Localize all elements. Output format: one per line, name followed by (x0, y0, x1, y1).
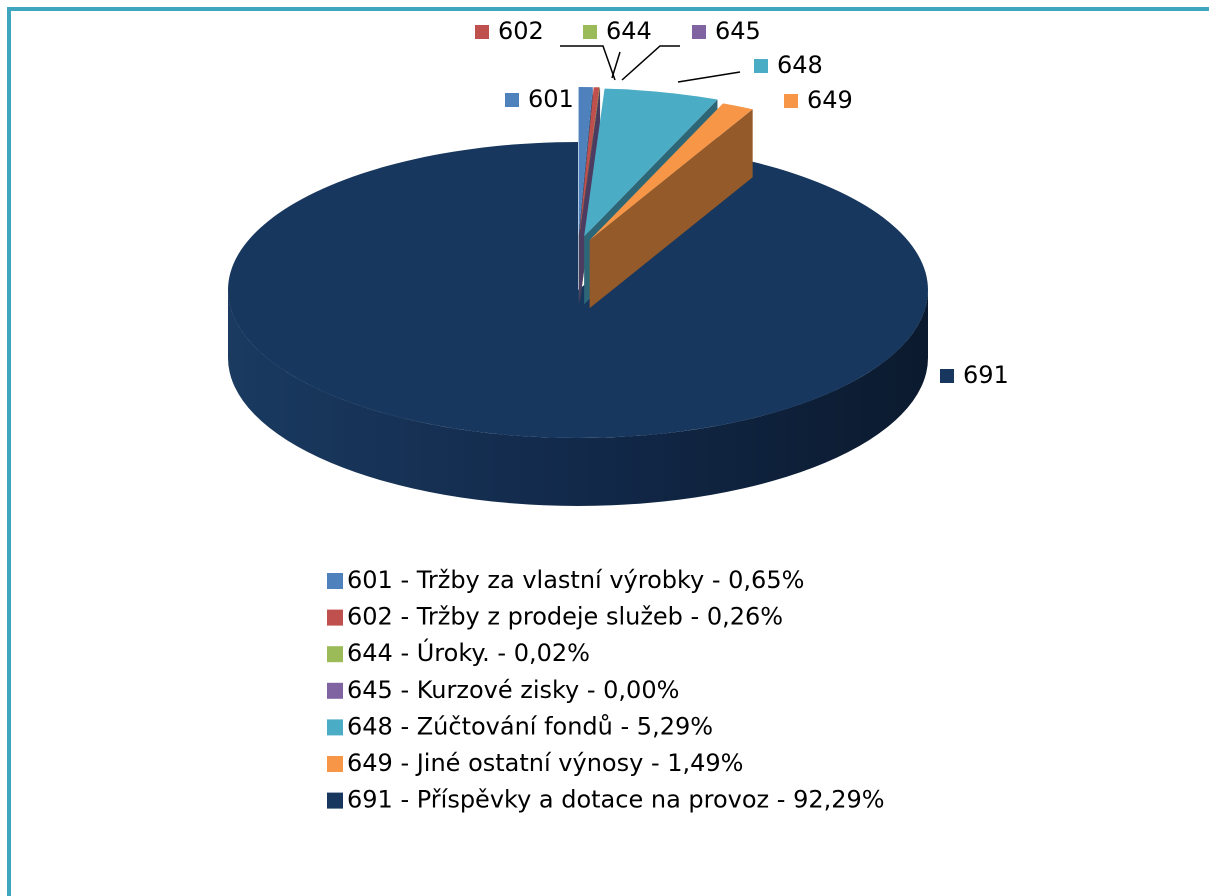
label-swatch (505, 93, 519, 107)
slice (579, 87, 601, 236)
slice-label: 691 (963, 361, 1009, 389)
leader-line (677, 71, 741, 83)
slice-label: 649 (807, 86, 853, 114)
legend-label: 648 - Zúčtování fondů - 5,29% (347, 712, 713, 740)
frame (7, 7, 1209, 896)
legend-label: 644 - Úroky. - 0,02% (347, 637, 590, 667)
label-swatch (784, 94, 798, 108)
slice (578, 87, 593, 236)
legend-swatch (327, 792, 343, 809)
legend-swatch (327, 756, 343, 772)
legend-swatch (327, 646, 343, 663)
legend-swatch (327, 719, 343, 736)
slice-label: 644 (606, 17, 652, 45)
slice-label: 602 (498, 17, 544, 45)
slice (589, 103, 753, 241)
slice-side (228, 290, 928, 506)
legend-label: 602 - Tržby z prodeje služeb - 0,26% (347, 603, 783, 631)
leader-line (621, 45, 680, 81)
label-swatch (475, 25, 489, 39)
leader-line (560, 45, 616, 81)
slice (584, 88, 718, 237)
slice-label: 601 (528, 85, 574, 113)
label-swatch (583, 25, 597, 39)
slice-wall (589, 109, 753, 309)
legend-label: 601 - Tržby za vlastní výrobky - 0,65% (347, 566, 804, 594)
label-swatch (692, 25, 706, 39)
legend-label: 645 - Kurzové zisky - 0,00% (347, 676, 679, 704)
leader-line (611, 51, 621, 79)
label-swatch (754, 59, 768, 73)
legend-label: 691 - Příspěvky a dotace na provoz - 92,… (347, 786, 885, 814)
slice-label: 645 (715, 17, 761, 45)
legend-swatch (327, 573, 343, 589)
legend-swatch (327, 682, 343, 699)
slice-label: 648 (777, 51, 823, 79)
legend-swatch (327, 609, 343, 626)
legend-label: 649 - Jiné ostatní výnosy - 1,49% (347, 749, 743, 777)
slice (579, 87, 600, 236)
slice (227, 142, 928, 439)
label-swatch (940, 369, 954, 383)
